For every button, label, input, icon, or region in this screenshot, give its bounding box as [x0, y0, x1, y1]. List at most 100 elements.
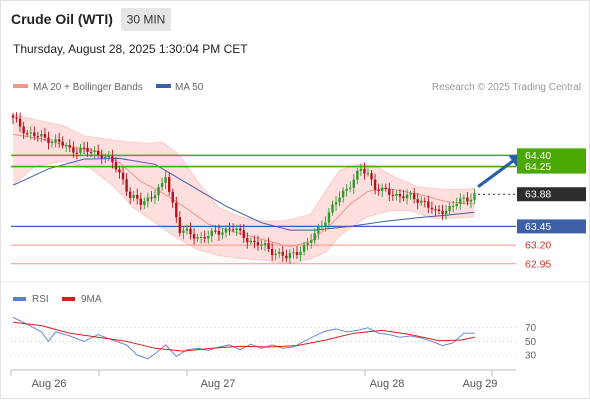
- candle: [448, 202, 451, 215]
- candle: [341, 187, 345, 203]
- level-label-64.25: 64.25: [525, 161, 551, 173]
- candle: [111, 149, 114, 169]
- candle: [217, 224, 221, 241]
- candle: [285, 249, 288, 262]
- legend-rsi-label: RSI: [32, 294, 49, 305]
- candle: [185, 224, 189, 235]
- candle: [427, 195, 430, 214]
- candle: [143, 197, 146, 209]
- candle: [391, 188, 395, 201]
- rsi-line: [12, 316, 475, 360]
- candle: [125, 173, 128, 196]
- candle: [199, 232, 203, 244]
- candle: [104, 153, 107, 164]
- candle: [253, 235, 256, 249]
- rsi-tick-label: 30: [525, 351, 537, 362]
- timeframe-badge[interactable]: [121, 8, 171, 31]
- candle: [132, 191, 135, 202]
- candle: [68, 139, 71, 153]
- ma50-line: [12, 157, 475, 231]
- legend-ma20-label: MA 20 + Bollinger Bands: [33, 82, 143, 93]
- support-label-box: [517, 219, 586, 234]
- candle: [146, 192, 150, 208]
- bollinger-upper: [12, 113, 475, 222]
- legend-rsi-swatch: [13, 297, 26, 301]
- candle: [320, 220, 324, 231]
- candle: [327, 208, 331, 229]
- candle: [65, 142, 68, 152]
- candle: [72, 141, 75, 158]
- candle: [168, 172, 171, 196]
- x-tick-label: Aug 28: [370, 378, 405, 390]
- candle: [86, 141, 89, 157]
- candle: [278, 248, 281, 258]
- candle: [150, 191, 153, 202]
- candle: [281, 245, 284, 262]
- candle: [299, 246, 302, 262]
- candle: [89, 148, 93, 157]
- candle: [409, 190, 412, 200]
- level-label-63.20: 63.20: [525, 240, 551, 252]
- candle: [270, 242, 274, 261]
- candle: [288, 249, 292, 265]
- candle: [189, 222, 192, 240]
- candle: [430, 201, 434, 214]
- level-label-63.45: 63.45: [525, 221, 551, 233]
- candle: [118, 166, 121, 179]
- candle: [93, 146, 96, 159]
- candle: [395, 190, 398, 201]
- candle: [324, 216, 327, 232]
- candle: [43, 127, 47, 141]
- candle: [310, 234, 313, 249]
- candle: [373, 173, 377, 195]
- candle: [420, 196, 423, 207]
- candle: [18, 112, 22, 133]
- candle: [338, 191, 341, 207]
- candle: [207, 230, 210, 244]
- timeframe-label: 30 MIN: [127, 13, 166, 27]
- candle: [388, 182, 391, 201]
- legend-ma20-swatch: [13, 84, 28, 88]
- candle: [405, 189, 409, 205]
- candle: [274, 249, 277, 261]
- candle: [349, 181, 352, 192]
- bollinger-lower: [12, 160, 475, 264]
- candle: [203, 230, 206, 243]
- rsi-ma-line: [12, 321, 475, 352]
- legend-9ma-swatch: [62, 297, 75, 301]
- candle: [412, 188, 416, 204]
- candle: [221, 227, 224, 240]
- candle: [260, 239, 263, 250]
- candle: [40, 129, 43, 143]
- candle: [160, 177, 164, 191]
- candle: [370, 169, 373, 186]
- x-tick-label: Aug 26: [32, 378, 67, 390]
- instrument-title: Crude Oil (WTI): [11, 11, 113, 27]
- candle: [97, 144, 100, 158]
- candle: [136, 188, 139, 205]
- candle: [157, 184, 160, 201]
- candle: [398, 189, 402, 203]
- candle: [22, 121, 25, 140]
- candle: [121, 166, 125, 185]
- x-tick-label: Aug 29: [463, 378, 498, 390]
- level-label-64.40: 64.40: [525, 150, 551, 162]
- candle: [295, 245, 299, 259]
- candle: [331, 200, 334, 216]
- candle: [171, 188, 174, 209]
- candle: [54, 134, 57, 148]
- candle: [363, 162, 366, 180]
- level-label-62.95: 62.95: [525, 258, 551, 270]
- rsi-tick-label: 50: [525, 337, 537, 348]
- candle: [313, 228, 316, 245]
- last-price-box: [517, 187, 586, 202]
- candle: [263, 240, 267, 252]
- candle: [50, 138, 54, 148]
- candle: [178, 211, 182, 237]
- candle: [196, 233, 199, 242]
- candle: [469, 193, 473, 208]
- candle: [192, 228, 196, 245]
- candle: [306, 237, 309, 251]
- rsi-panel: 70 50 30: [11, 316, 537, 362]
